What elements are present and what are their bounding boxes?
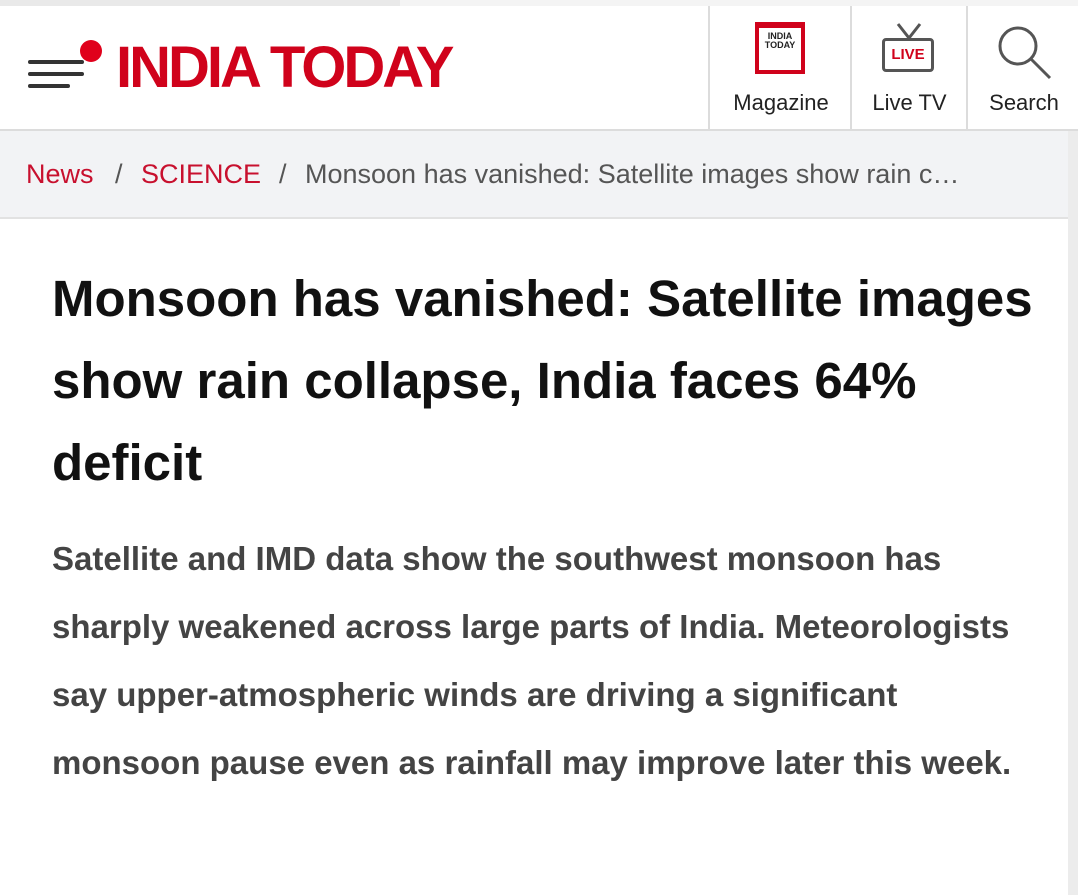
- headline: Monsoon has vanished: Satellite images s…: [52, 270, 1033, 491]
- breadcrumb: News / SCIENCE / Monsoon has vanished: S…: [0, 131, 1078, 219]
- nav-label: Magazine: [733, 90, 829, 115]
- scrollbar: [1068, 131, 1078, 895]
- logo[interactable]: INDIA TODAY: [116, 35, 454, 100]
- breadcrumb-link[interactable]: News: [26, 159, 94, 189]
- nav-live-tv[interactable]: LIVE Live TV: [850, 6, 967, 129]
- nav-label: Live TV: [872, 90, 947, 115]
- live-icon: LIVE: [882, 38, 934, 72]
- breadcrumb-current: Monsoon has vanished: Satellite images s…: [305, 159, 960, 189]
- summary: Satellite and IMD data show the southwes…: [52, 540, 1012, 781]
- breadcrumb-separator: /: [115, 159, 123, 189]
- magazine-icon: INDIA TODAY: [755, 22, 805, 74]
- menu-button[interactable]: [28, 40, 102, 96]
- nav-magazine[interactable]: INDIA TODAY Magazine: [708, 6, 852, 129]
- site-header: INDIA TODAY INDIA TODAY Magazine LIVE Li…: [0, 6, 1078, 131]
- top-bar-tab: [400, 0, 1078, 6]
- nav-search[interactable]: Search: [966, 6, 1078, 129]
- breadcrumb-separator: /: [279, 159, 287, 189]
- breadcrumb-link[interactable]: SCIENCE: [141, 159, 262, 189]
- nav-label: Search: [989, 90, 1059, 115]
- search-icon: [998, 26, 1052, 80]
